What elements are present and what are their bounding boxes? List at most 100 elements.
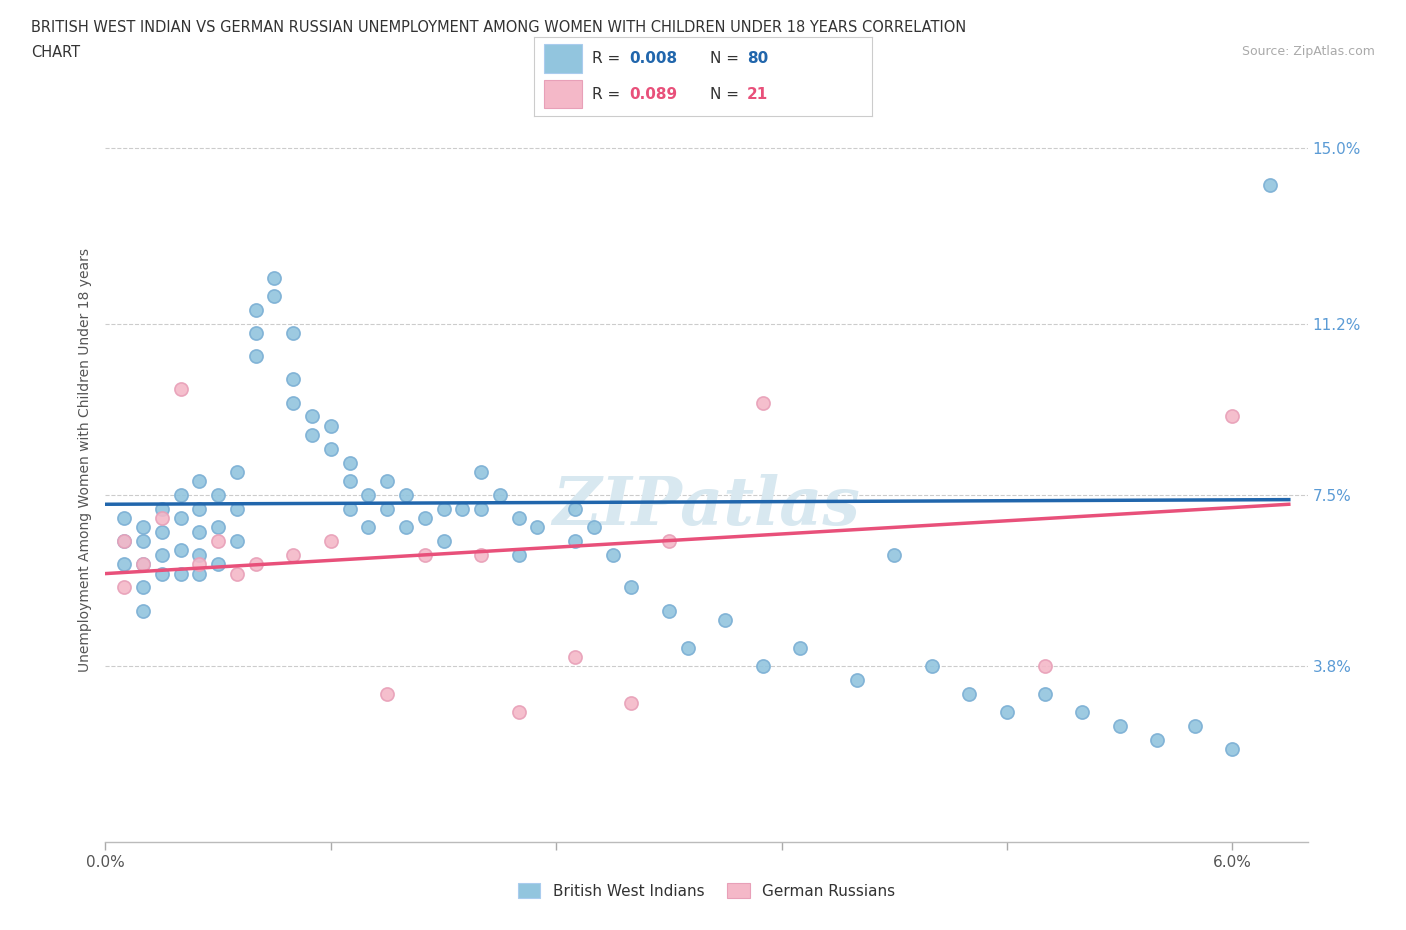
Point: [132, 557, 155, 572]
Point: [676, 640, 699, 655]
Point: [883, 548, 905, 563]
Point: [132, 604, 155, 618]
Point: [658, 534, 681, 549]
Point: [375, 686, 398, 701]
Point: [319, 442, 342, 457]
Point: [112, 580, 135, 595]
Point: [207, 487, 229, 502]
Point: [169, 487, 191, 502]
FancyBboxPatch shape: [544, 45, 582, 73]
Point: [132, 557, 155, 572]
Point: [451, 501, 474, 516]
Point: [319, 418, 342, 433]
Point: [508, 548, 530, 563]
Text: 80: 80: [747, 51, 768, 66]
Point: [150, 566, 173, 581]
Point: [112, 511, 135, 525]
Point: [226, 534, 249, 549]
Point: [789, 640, 811, 655]
Point: [564, 501, 586, 516]
Point: [470, 548, 492, 563]
Point: [132, 534, 155, 549]
Point: [752, 395, 775, 410]
Point: [432, 534, 454, 549]
Y-axis label: Unemployment Among Women with Children Under 18 years: Unemployment Among Women with Children U…: [79, 248, 93, 672]
Point: [339, 473, 361, 488]
Point: [188, 501, 211, 516]
Point: [150, 511, 173, 525]
Text: ZIPatlas: ZIPatlas: [553, 473, 860, 538]
Point: [1222, 409, 1244, 424]
Text: R =: R =: [592, 51, 624, 66]
Point: [395, 487, 418, 502]
Point: [263, 271, 285, 286]
Point: [283, 326, 305, 340]
Point: [714, 612, 737, 627]
Point: [526, 520, 548, 535]
Point: [752, 658, 775, 673]
Point: [150, 548, 173, 563]
Point: [339, 455, 361, 470]
Point: [169, 543, 191, 558]
Point: [620, 580, 643, 595]
Point: [564, 649, 586, 664]
Point: [169, 511, 191, 525]
Point: [845, 672, 868, 687]
Point: [226, 566, 249, 581]
Point: [112, 534, 135, 549]
Point: [169, 381, 191, 396]
Text: 0.008: 0.008: [628, 51, 676, 66]
Point: [150, 501, 173, 516]
Point: [395, 520, 418, 535]
Point: [602, 548, 624, 563]
Text: N =: N =: [710, 86, 744, 101]
Point: [959, 686, 981, 701]
Point: [150, 525, 173, 539]
Point: [132, 580, 155, 595]
Point: [620, 696, 643, 711]
Point: [301, 409, 323, 424]
Point: [658, 604, 681, 618]
Point: [283, 395, 305, 410]
Text: 21: 21: [747, 86, 768, 101]
Point: [207, 534, 229, 549]
Point: [207, 520, 229, 535]
Point: [489, 487, 512, 502]
Text: 0.089: 0.089: [628, 86, 676, 101]
Point: [188, 525, 211, 539]
Point: [921, 658, 943, 673]
Point: [995, 705, 1018, 720]
Point: [169, 566, 191, 581]
Point: [188, 473, 211, 488]
Point: [1222, 742, 1244, 757]
Point: [207, 557, 229, 572]
Point: [283, 372, 305, 387]
Text: N =: N =: [710, 51, 744, 66]
Point: [301, 428, 323, 443]
Point: [375, 473, 398, 488]
Point: [188, 557, 211, 572]
Point: [508, 511, 530, 525]
Point: [1033, 658, 1056, 673]
Point: [1071, 705, 1094, 720]
Point: [319, 534, 342, 549]
Text: R =: R =: [592, 86, 624, 101]
Text: BRITISH WEST INDIAN VS GERMAN RUSSIAN UNEMPLOYMENT AMONG WOMEN WITH CHILDREN UND: BRITISH WEST INDIAN VS GERMAN RUSSIAN UN…: [31, 20, 966, 35]
Point: [432, 501, 454, 516]
Point: [1146, 733, 1168, 748]
Point: [245, 349, 267, 364]
Point: [188, 548, 211, 563]
Point: [226, 464, 249, 479]
Point: [1258, 178, 1281, 193]
Point: [112, 557, 135, 572]
Point: [245, 326, 267, 340]
Point: [263, 289, 285, 304]
FancyBboxPatch shape: [544, 80, 582, 109]
Point: [582, 520, 605, 535]
Point: [470, 501, 492, 516]
Point: [132, 520, 155, 535]
Point: [188, 566, 211, 581]
Point: [413, 511, 436, 525]
Point: [283, 548, 305, 563]
Point: [357, 520, 380, 535]
